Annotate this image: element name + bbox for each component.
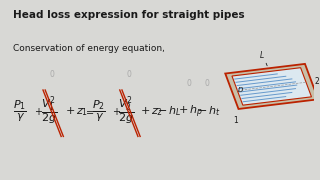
Text: Head loss expression for straight pipes: Head loss expression for straight pipes <box>13 10 245 20</box>
Text: $+\,z_1$: $+\,z_1$ <box>65 105 88 118</box>
Text: $0$: $0$ <box>49 68 56 79</box>
Text: $=$: $=$ <box>84 106 95 116</box>
Text: $0$: $0$ <box>126 68 132 79</box>
Text: $-\,h_t$: $-\,h_t$ <box>196 105 220 118</box>
Text: $\dfrac{V_2^2}{2g}$: $\dfrac{V_2^2}{2g}$ <box>118 95 134 128</box>
Text: $+$: $+$ <box>34 106 43 117</box>
Text: $+\,z_2$: $+\,z_2$ <box>140 105 163 118</box>
Text: 1: 1 <box>233 116 238 125</box>
Text: L: L <box>260 51 264 60</box>
Text: $0$: $0$ <box>186 77 192 88</box>
Text: $-\,h_L$: $-\,h_L$ <box>157 105 181 118</box>
Polygon shape <box>225 64 318 109</box>
Text: $\dfrac{P_2}{\gamma}$: $\dfrac{P_2}{\gamma}$ <box>92 99 106 124</box>
Text: Conservation of energy equation,: Conservation of energy equation, <box>13 44 165 53</box>
Text: $0$: $0$ <box>204 77 211 88</box>
Text: $\dfrac{V_1^2}{2g}$: $\dfrac{V_1^2}{2g}$ <box>41 95 58 128</box>
Text: 2: 2 <box>315 77 319 86</box>
Polygon shape <box>232 68 311 105</box>
Text: $+\,h_p$: $+\,h_p$ <box>178 103 203 120</box>
Text: D: D <box>238 87 243 93</box>
Text: $+$: $+$ <box>112 106 121 117</box>
Text: $\dfrac{P_1}{\gamma}$: $\dfrac{P_1}{\gamma}$ <box>13 99 27 124</box>
